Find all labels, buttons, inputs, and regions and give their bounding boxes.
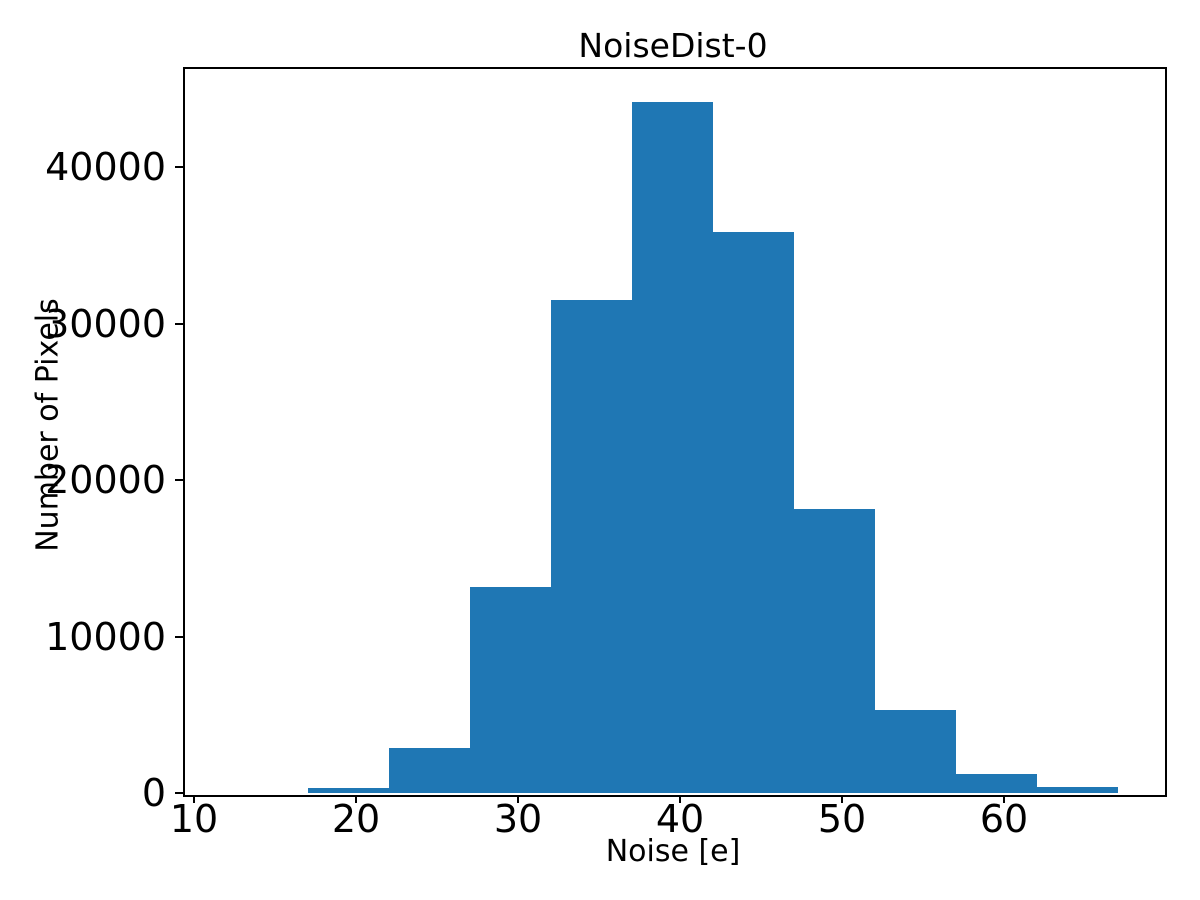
x-tick-mark: [517, 795, 519, 803]
x-tick-mark: [841, 795, 843, 803]
y-tick-mark: [175, 792, 183, 794]
x-tick-label: 10: [169, 797, 219, 841]
x-tick-mark: [355, 795, 357, 803]
y-tick-label: 10000: [45, 615, 166, 659]
histogram-bar: [470, 587, 551, 793]
y-tick-mark: [175, 323, 183, 325]
x-tick-mark: [679, 795, 681, 803]
histogram-bar: [875, 710, 956, 793]
histogram-bar: [713, 232, 794, 793]
x-tick-mark: [193, 795, 195, 803]
y-tick-label: 40000: [45, 145, 166, 189]
x-tick-label: 60: [979, 797, 1029, 841]
histogram-bars-layer: [183, 67, 1163, 793]
x-tick-label: 30: [493, 797, 543, 841]
x-tick-label: 20: [331, 797, 381, 841]
histogram-bar: [1037, 787, 1118, 793]
x-axis-label: Noise [e]: [605, 834, 741, 869]
histogram-bar: [956, 774, 1037, 793]
chart-title: NoiseDist-0: [578, 26, 768, 65]
y-tick-mark: [175, 166, 183, 168]
x-tick-label: 40: [655, 797, 705, 841]
y-axis-label: Number of Pixels: [30, 298, 66, 552]
x-tick-label: 50: [817, 797, 867, 841]
y-tick-mark: [175, 479, 183, 481]
x-tick-mark: [1003, 795, 1005, 803]
histogram-bar: [308, 788, 389, 793]
histogram-bar: [389, 748, 470, 793]
y-tick-label: 30000: [45, 302, 166, 346]
y-tick-mark: [175, 636, 183, 638]
histogram-bar: [794, 509, 875, 793]
y-tick-label: 0: [141, 771, 166, 815]
histogram-bar: [551, 300, 632, 793]
histogram-bar: [632, 102, 713, 793]
y-tick-label: 20000: [45, 458, 166, 502]
